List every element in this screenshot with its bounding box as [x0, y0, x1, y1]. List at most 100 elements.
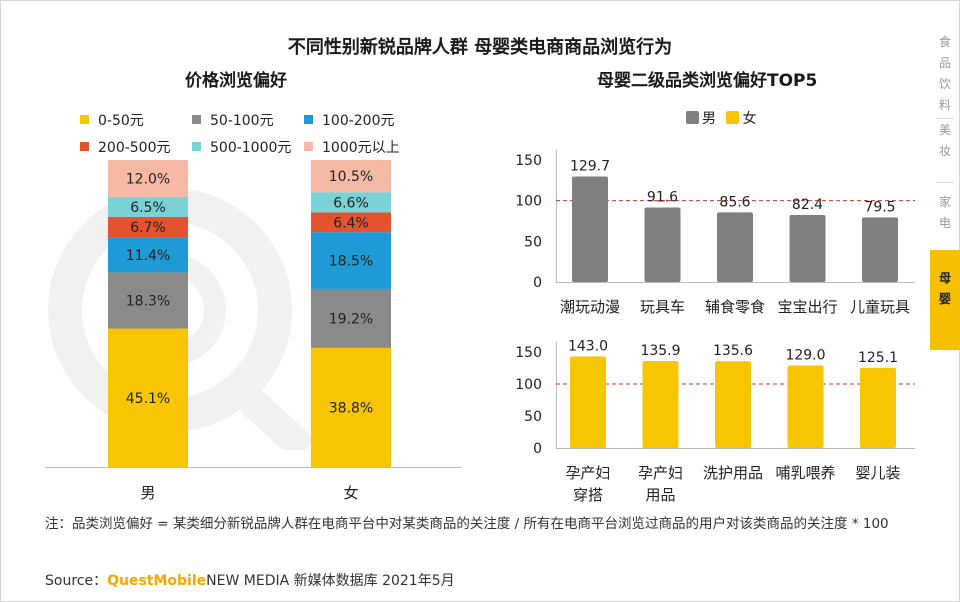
legend-item-price-4: 500-1000元: [192, 137, 291, 157]
source-brand: QuestMobile: [107, 573, 207, 589]
y-tick-label: 0: [533, 441, 542, 457]
segment-label: 18.5%: [329, 254, 373, 270]
footnote: 注：品类浏览偏好 = 某类细分新锐品牌人群在电商平台中对某类商品的关注度 / 所…: [45, 516, 889, 532]
segment-label: 18.3%: [126, 293, 170, 309]
stack-segment: [311, 347, 391, 467]
legend-item-price-1: 50-100元: [192, 110, 274, 130]
legend-label: 100-200元: [322, 113, 395, 129]
category-label: 儿童玩具: [850, 298, 910, 316]
bar: [570, 356, 606, 448]
stack-segment: [311, 232, 391, 289]
legend-label: 500-1000元: [210, 140, 292, 156]
category-label: 用品: [645, 486, 675, 504]
legend-label: 1000元以上: [322, 140, 400, 156]
legend-item-price-3: 200-500元: [80, 137, 171, 157]
page-title: 不同性别新锐品牌人群 母婴类电商商品浏览行为: [287, 37, 673, 58]
legend-swatch: [192, 115, 201, 124]
legend-label-male: 男: [702, 111, 716, 127]
legend-swatch: [192, 142, 201, 151]
stack-segment: [108, 272, 188, 329]
bar-value-label: 129.0: [785, 347, 825, 363]
nav-item-appliances[interactable]: 家电: [938, 195, 951, 230]
y-tick-label: 150: [515, 153, 542, 169]
segment-label: 19.2%: [329, 311, 373, 327]
legend-label: 0-50元: [98, 113, 144, 129]
legend-swatch: [304, 142, 313, 151]
bar-value-label: 79.5: [864, 199, 895, 215]
bar-value-label: 85.6: [719, 194, 750, 210]
segment-label: 45.1%: [126, 391, 170, 407]
legend-swatch-female: [726, 111, 740, 124]
legend-item-price-5: 1000元以上: [304, 137, 400, 157]
bar: [789, 214, 826, 282]
category-label: 洗护用品: [703, 464, 763, 482]
stack-segment: [108, 237, 188, 273]
segment-label: 10.5%: [329, 169, 373, 185]
bar: [715, 361, 751, 448]
left-chart-title: 价格浏览偏好: [185, 71, 287, 91]
bar: [572, 176, 608, 282]
bar-value-label: 125.1: [858, 350, 898, 366]
segment-label: 38.8%: [329, 400, 373, 416]
segment-label: 11.4%: [126, 248, 170, 264]
gender-legend: 男 女: [686, 108, 756, 128]
legend-label: 50-100元: [210, 113, 274, 129]
stack-segment: [108, 196, 188, 217]
bar-value-label: 135.6: [713, 343, 753, 359]
bar-value-label: 91.6: [647, 189, 678, 205]
category-label: 辅食零食: [705, 298, 765, 316]
stack-segment: [108, 328, 188, 467]
category-label: 婴儿装: [855, 464, 900, 482]
nav-divider: [936, 118, 954, 119]
nav-item-food[interactable]: 食品饮料: [938, 35, 951, 112]
bar: [717, 212, 753, 282]
bar-value-label: 135.9: [640, 343, 680, 359]
y-tick-label: 50: [524, 409, 542, 425]
segment-label: 6.4%: [333, 215, 369, 231]
legend-swatch: [80, 142, 89, 151]
y-tick-label: 100: [515, 194, 542, 210]
bar: [860, 367, 896, 448]
nav-item-maternal-baby[interactable]: 母婴: [930, 250, 960, 350]
bar-value-label: 82.4: [792, 197, 823, 213]
category-label: 穿搭: [573, 486, 603, 504]
bar: [862, 217, 898, 282]
category-label: 男: [140, 484, 155, 502]
source-line: Source：QuestMobileNEW MEDIA 新媒体数据库 2021年…: [45, 570, 455, 590]
source-prefix: Source：: [45, 573, 108, 589]
nav-divider: [936, 182, 954, 183]
legend-label: 200-500元: [98, 140, 171, 156]
legend-item-price-0: 0-50元: [80, 110, 144, 130]
source-rest: NEW MEDIA 新媒体数据库 2021年5月: [206, 573, 455, 589]
stack-segment: [311, 288, 391, 348]
y-tick-label: 0: [533, 275, 542, 291]
stack-segment: [108, 216, 188, 238]
category-label: 孕产妇: [565, 464, 610, 482]
category-label: 女: [343, 484, 358, 502]
bar: [787, 365, 824, 448]
legend-swatch-male: [686, 111, 699, 124]
stack-segment: [311, 160, 391, 193]
bar-value-label: 143.0: [568, 338, 608, 354]
stack-segment: [311, 212, 391, 233]
segment-label: 6.7%: [130, 220, 166, 236]
segment-label: 6.6%: [333, 195, 369, 211]
segment-label: 6.5%: [130, 200, 166, 216]
bar: [642, 361, 679, 448]
stack-segment: [108, 160, 188, 197]
legend-swatch: [304, 115, 313, 124]
category-label: 玩具车: [640, 298, 685, 316]
nav-item-beauty[interactable]: 美妆: [938, 123, 951, 158]
y-tick-label: 100: [515, 377, 542, 393]
category-label: 孕产妇: [638, 464, 683, 482]
bar-value-label: 129.7: [570, 159, 610, 175]
category-label: 潮玩动漫: [560, 298, 620, 316]
segment-label: 12.0%: [126, 171, 170, 187]
legend-item-price-2: 100-200元: [304, 110, 395, 130]
legend-label-female: 女: [742, 111, 757, 127]
category-label: 宝宝出行: [777, 298, 837, 316]
bar: [644, 207, 681, 282]
